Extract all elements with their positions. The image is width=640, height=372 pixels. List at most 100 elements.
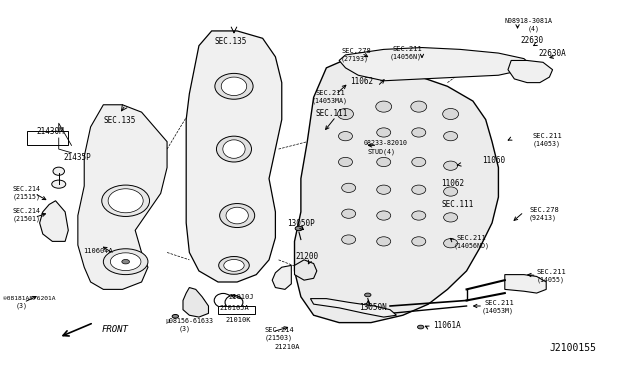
Ellipse shape: [412, 185, 426, 194]
Ellipse shape: [444, 213, 458, 222]
Text: STUD(4): STUD(4): [367, 148, 395, 155]
Ellipse shape: [224, 260, 244, 271]
Ellipse shape: [342, 235, 356, 244]
Polygon shape: [339, 48, 531, 81]
Polygon shape: [294, 57, 499, 323]
Ellipse shape: [529, 69, 538, 74]
Text: (21501): (21501): [13, 216, 41, 222]
Text: 21435P: 21435P: [63, 153, 91, 162]
Polygon shape: [508, 61, 552, 83]
Text: SEC.111: SEC.111: [441, 200, 474, 209]
Text: FRONT: FRONT: [102, 325, 129, 334]
Text: N08918-3081A: N08918-3081A: [505, 17, 553, 23]
Polygon shape: [183, 288, 209, 317]
Text: (21515): (21515): [13, 193, 41, 200]
Ellipse shape: [342, 209, 356, 218]
Ellipse shape: [377, 211, 391, 220]
Polygon shape: [186, 31, 282, 282]
Ellipse shape: [365, 293, 371, 297]
Text: 11060+A: 11060+A: [83, 248, 113, 254]
Text: SEC.211: SEC.211: [537, 269, 566, 275]
Text: (4): (4): [528, 25, 540, 32]
Text: 22630A: 22630A: [539, 48, 566, 58]
Ellipse shape: [377, 185, 391, 194]
Text: J2100155: J2100155: [549, 343, 596, 353]
Ellipse shape: [172, 314, 179, 318]
Text: 13050N: 13050N: [360, 303, 387, 312]
Ellipse shape: [444, 238, 458, 248]
Text: (21503): (21503): [264, 334, 292, 341]
Text: (14053M): (14053M): [482, 308, 514, 314]
Ellipse shape: [216, 136, 252, 162]
Ellipse shape: [221, 77, 246, 96]
Text: (14056ND): (14056ND): [454, 242, 490, 249]
Ellipse shape: [411, 101, 427, 112]
Bar: [27, 131, 68, 145]
Text: SEC.135: SEC.135: [215, 37, 247, 46]
Polygon shape: [310, 299, 396, 317]
Text: 13050P: 13050P: [287, 219, 315, 228]
Ellipse shape: [339, 132, 353, 141]
Text: 11062: 11062: [351, 77, 374, 86]
Ellipse shape: [443, 109, 459, 119]
Ellipse shape: [187, 297, 205, 307]
Ellipse shape: [444, 132, 458, 141]
Text: 22630: 22630: [521, 36, 544, 45]
Text: 21010JA: 21010JA: [220, 305, 250, 311]
Text: 11062: 11062: [441, 179, 464, 188]
Ellipse shape: [225, 295, 243, 310]
Ellipse shape: [223, 140, 245, 158]
Text: SEC.214: SEC.214: [264, 327, 294, 333]
Polygon shape: [78, 105, 167, 289]
Ellipse shape: [337, 109, 353, 119]
Text: SEC.278: SEC.278: [341, 48, 371, 54]
Text: (27193): (27193): [341, 55, 369, 62]
Text: SEC.211: SEC.211: [484, 300, 514, 306]
Ellipse shape: [342, 183, 356, 192]
Polygon shape: [272, 265, 291, 289]
Text: 11061A: 11061A: [433, 321, 461, 330]
Ellipse shape: [219, 257, 249, 274]
Ellipse shape: [444, 161, 458, 170]
Text: SEC.135: SEC.135: [103, 116, 136, 125]
Ellipse shape: [215, 73, 253, 99]
Text: (14053MA): (14053MA): [312, 97, 348, 104]
Text: SEC.278: SEC.278: [529, 206, 559, 212]
Text: SEC.111: SEC.111: [316, 109, 348, 118]
Ellipse shape: [103, 249, 148, 275]
Text: 21010J: 21010J: [229, 294, 254, 300]
Ellipse shape: [295, 226, 303, 231]
Text: 21010K: 21010K: [226, 317, 251, 323]
Text: SEC.214: SEC.214: [13, 186, 41, 192]
Ellipse shape: [412, 128, 426, 137]
Text: SEC.211: SEC.211: [392, 46, 422, 52]
Text: SEC.211: SEC.211: [532, 133, 562, 139]
Ellipse shape: [377, 128, 391, 137]
Text: SEC.211: SEC.211: [316, 90, 346, 96]
Ellipse shape: [444, 187, 458, 196]
Text: (3): (3): [179, 326, 191, 332]
Text: 21200: 21200: [296, 251, 319, 260]
Ellipse shape: [110, 253, 141, 270]
Ellipse shape: [376, 101, 392, 112]
Text: 11060: 11060: [483, 155, 506, 164]
Ellipse shape: [377, 157, 391, 167]
Ellipse shape: [108, 189, 143, 213]
Ellipse shape: [53, 167, 65, 175]
Bar: [218, 307, 255, 314]
Ellipse shape: [374, 60, 388, 68]
Text: µ08156-61633: µ08156-61633: [166, 318, 214, 324]
Text: 08233-82010: 08233-82010: [364, 141, 407, 147]
Ellipse shape: [417, 325, 424, 329]
Ellipse shape: [412, 237, 426, 246]
Ellipse shape: [339, 157, 353, 167]
Polygon shape: [40, 201, 68, 241]
Text: (3): (3): [15, 303, 28, 310]
Ellipse shape: [412, 211, 426, 220]
Ellipse shape: [377, 237, 391, 246]
Ellipse shape: [52, 180, 66, 188]
Ellipse shape: [214, 294, 232, 308]
Text: (14056N): (14056N): [390, 54, 422, 61]
Polygon shape: [505, 275, 546, 293]
Text: SEC.211: SEC.211: [456, 235, 486, 241]
